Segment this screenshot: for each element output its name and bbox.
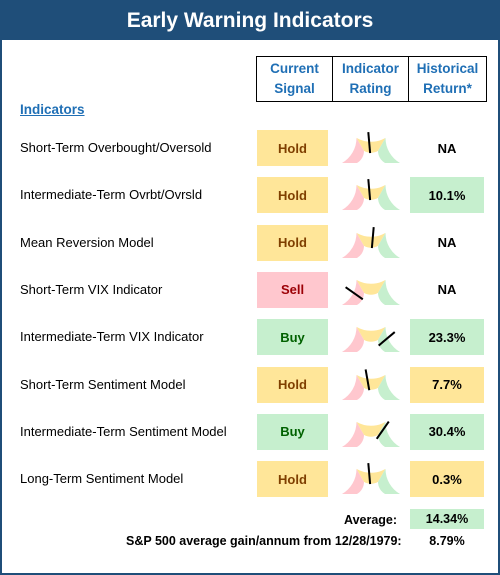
header-historical-return: Historical Return* [416,61,479,96]
gauge-needle [370,226,375,248]
indicator-name: Intermediate-Term Sentiment Model [20,423,227,439]
gauge-buy-zone [378,468,400,495]
gauge-needle [378,331,396,347]
rating-gauge [342,279,400,305]
historical-return-value: 10.1% [410,177,484,214]
rating-gauge [342,179,400,211]
gauge-sell-zone [342,468,364,495]
gauge-sell-zone [342,279,364,305]
gauge-sell-zone [342,137,364,163]
historical-return-value: NA [437,282,457,298]
signal-badge: Hold [257,461,328,498]
gauge-sell-zone [342,421,364,447]
indicator-name: Short-Term Overbought/Oversold [20,140,212,155]
gauge-buy-zone [378,327,400,353]
rating-gauge [342,226,400,258]
average-value: 14.34% [410,509,484,529]
gauge-sell-zone [342,374,364,400]
sp500-value: 8.79% [429,534,465,548]
rating-gauge [342,420,400,447]
signal-badge: Sell [257,271,328,308]
average-label: Average: [344,513,398,527]
rating-gauge [342,368,400,400]
gauge-buy-zone [378,374,400,400]
signal-badge: Buy [257,319,328,356]
gauge-needle [345,286,364,300]
indicators-section-label: Indicators [20,102,85,117]
gauge-sell-zone [342,327,364,353]
gauge-buy-zone [378,279,400,305]
signal-badge: Buy [257,413,328,450]
sp500-label: S&P 500 average gain/annum from 12/28/19… [126,534,402,548]
gauge-hold-zone [356,327,386,342]
rating-gauge [342,132,400,163]
indicator-name: Intermediate-Term VIX Indicator [20,329,204,345]
signal-badge: Hold [257,366,328,403]
gauge-buy-zone [378,232,400,258]
historical-return-value: 0.3% [410,461,484,498]
header-divider [332,57,333,101]
historical-return-value: NA [437,140,457,156]
gauge-buy-zone [378,137,400,163]
indicator-name: Long-Term Sentiment Model [20,471,184,487]
signal-badge: Hold [257,224,328,261]
indicator-name: Mean Reversion Model [20,234,154,250]
gauge-hold-zone [356,374,386,390]
gauge-hold-zone [356,185,386,201]
gauge-buy-zone [378,185,400,211]
header-indicator-rating: Indicator Rating [341,61,399,96]
historical-return-value: NA [437,235,457,251]
indicator-name: Short-Term VIX Indicator [20,281,163,297]
rating-gauge [342,327,400,353]
gauge-hold-zone [356,421,386,437]
signal-badge: Hold [257,177,328,214]
gauge-needle [364,368,371,390]
indicator-name: Short-Term Sentiment Model [20,376,186,392]
header-current-signal: Current Signal [270,61,319,96]
gauge-hold-zone [356,232,386,248]
rating-gauge [342,463,400,495]
historical-return-value: 7.7% [410,366,484,403]
gauge-needle [367,132,372,154]
gauge-hold-zone [356,468,386,484]
gauge-sell-zone [342,232,364,258]
indicator-name: Intermediate-Term Ovrbt/Ovrsld [20,187,203,203]
column-header-box: Current Signal Indicator Rating Historic… [256,56,487,102]
gauge-needle [367,463,372,485]
gauge-sell-zone [342,185,364,211]
historical-return-value: 30.4% [410,413,484,450]
header-divider [408,57,409,101]
gauge-hold-zone [356,279,386,295]
gauge-needle [367,179,372,201]
gauge-needle [375,420,390,440]
signal-badge: Hold [257,130,328,166]
gauge-hold-zone [356,137,386,153]
panel-title: Early Warning Indicators [2,2,498,40]
historical-return-value: 23.3% [410,319,484,356]
